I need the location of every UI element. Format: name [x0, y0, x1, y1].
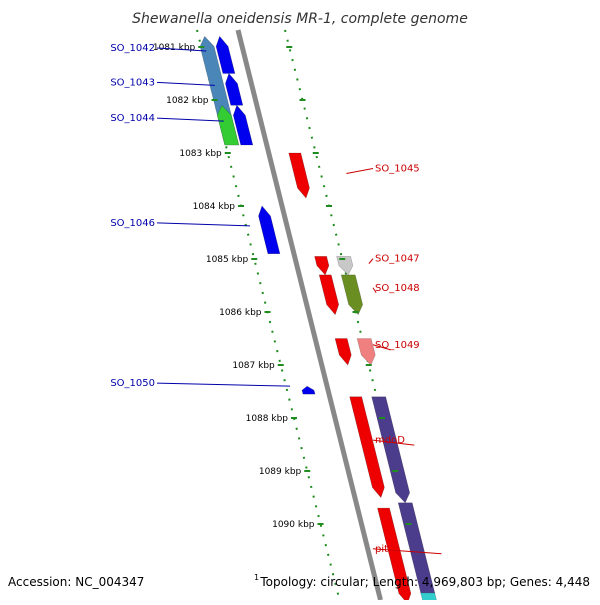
- tick-label: 1087 kbp: [232, 361, 275, 371]
- gene-label[interactable]: SO_1046: [110, 218, 155, 229]
- gene-arrow-so-1048[interactable]: [318, 274, 340, 316]
- tick-label: 1089 kbp: [259, 467, 302, 477]
- tick-label: 1082 kbp: [166, 96, 209, 106]
- genes-layer: [215, 35, 412, 605]
- gene-label[interactable]: SO_1048: [375, 283, 420, 294]
- gene-arrow-so-1043[interactable]: [225, 72, 244, 106]
- gene-leader-line: [156, 117, 224, 122]
- feature-block: [371, 396, 411, 504]
- features-layer: [199, 35, 438, 605]
- gene-label[interactable]: pit: [375, 544, 388, 555]
- ticks-layer: 1081 kbp 1082 kbp 1083 kbp 1084 kbp 1085 kbp…: [153, 43, 412, 530]
- feature-block: [340, 274, 364, 316]
- gene-label[interactable]: SO_1044: [110, 113, 155, 124]
- tick-label: 1090 kbp: [272, 520, 315, 530]
- gene-leader-line: [368, 258, 374, 264]
- gene-label[interactable]: SO_1042: [110, 43, 155, 54]
- tick-label: 1086 kbp: [219, 308, 262, 318]
- gene-arrow-so-1044[interactable]: [232, 104, 254, 146]
- tick-label: 1083 kbp: [179, 149, 222, 159]
- feature-block: [216, 104, 240, 146]
- feature-block: [336, 256, 354, 276]
- gene-label[interactable]: mdoD: [375, 435, 405, 446]
- gene-leader-line: [372, 287, 377, 294]
- tick-label: 1088 kbp: [246, 414, 289, 424]
- tick-label: 1081 kbp: [153, 43, 196, 53]
- feature-block: [420, 592, 438, 605]
- labels-layer: SO_1042 SO_1043 SO_1044 SO_1045 SO_1046 SO_10…: [110, 43, 442, 555]
- gene-arrow-pit[interactable]: [377, 507, 412, 605]
- gene-leader-line: [372, 344, 391, 351]
- gene-label[interactable]: SO_1045: [375, 164, 420, 175]
- gene-label[interactable]: SO_1049: [375, 340, 420, 351]
- genome-backbone: [235, 29, 383, 601]
- gene-leader-line: [372, 548, 442, 555]
- gene-arrow-so-1050[interactable]: [301, 385, 316, 395]
- feature-block: [356, 338, 376, 366]
- gene-arrow-so-1046[interactable]: [258, 205, 281, 254]
- accession-text: Accession: NC_004347: [8, 575, 144, 589]
- gene-leader-line: [156, 382, 291, 387]
- tick-label: 1084 kbp: [193, 202, 236, 212]
- tracks-layer: [196, 29, 429, 601]
- gene-label[interactable]: SO_1047: [375, 254, 420, 265]
- gene-leader-line: [156, 47, 207, 52]
- gene-leader-line: [156, 81, 215, 86]
- gene-leader-line: [156, 222, 250, 227]
- topology-footnote-marker: 1: [254, 573, 259, 582]
- gene-arrow-so-1049[interactable]: [334, 338, 352, 366]
- topology-text: Topology: circular; Length: 4,969,803 bp…: [259, 575, 590, 589]
- gene-arrow-so-1042[interactable]: [215, 35, 236, 74]
- tick-label: 1085 kbp: [206, 255, 249, 265]
- gene-leader-line: [346, 168, 374, 175]
- gene-arrow-so-1045[interactable]: [288, 152, 310, 199]
- gene-label[interactable]: SO_1050: [110, 378, 155, 389]
- map-title: Shewanella oneidensis MR-1, complete gen…: [132, 11, 468, 27]
- gene-leader-line: [372, 439, 415, 446]
- gene-arrow-mdod[interactable]: [349, 396, 385, 499]
- gene-label[interactable]: SO_1043: [110, 77, 155, 88]
- gene-arrow-so-1047[interactable]: [314, 256, 330, 276]
